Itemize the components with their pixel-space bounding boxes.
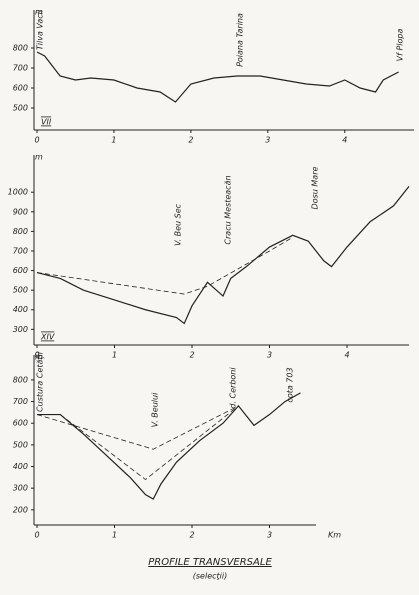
x-tick-label: 1 [112,531,117,540]
panel-label: VII [41,118,52,127]
annotation: Custura Cetății [36,351,45,412]
panel-label: XIV [40,333,55,342]
profile-line [37,392,301,500]
y-tick-label: 500 [13,440,28,449]
x-tick-label: 0 [34,531,39,540]
y-tick-label: 400 [13,305,28,314]
y-tick-label: 1000 [8,188,28,197]
x-tick-label: 1 [112,351,117,360]
y-tick-label: 500 [13,286,28,295]
y-tick-label: 800 [13,375,28,384]
y-tick-label: 700 [13,64,28,73]
annotation: V. Beului [151,392,160,427]
y-tick-label: 400 [13,462,28,471]
x-tick-label: 0 [34,351,39,360]
y-tick-label: 700 [13,246,28,255]
y-tick-label: 700 [13,397,28,406]
x-tick-label: 3 [267,351,272,360]
x-axis-label: Km [328,531,341,540]
page-subtitle: (selecţii) [193,572,227,581]
y-tick-label: 600 [13,266,28,275]
y-tick-label: 800 [13,44,28,53]
annotation: V. Beu Sec [174,203,183,246]
y-tick-label: 300 [13,325,28,334]
x-tick-label: 1 [111,136,116,145]
x-tick-label: 4 [342,136,347,145]
x-tick-label: 2 [189,531,194,540]
annotation: Poiana Tarina [236,13,245,67]
y-tick-label: 600 [13,419,28,428]
unit-label: m [35,153,43,162]
profile-line [60,405,239,481]
profile-line [36,405,239,450]
y-tick-label: 500 [13,104,28,113]
annotation: d. Cerboni [229,367,238,409]
profile-line [36,236,293,295]
annotation: Cracu Mesteacăn [224,175,233,244]
y-tick-label: 600 [13,84,28,93]
annotation: Tilva Vacii [36,9,45,50]
x-tick-label: 3 [265,136,270,145]
annotation: Dosu Mare [311,167,320,210]
unit-label: m [35,353,43,362]
y-tick-label: 800 [13,227,28,236]
annotation: Vf Plopa [396,29,405,62]
y-tick-label: 200 [13,505,28,514]
profile-line [36,51,399,103]
x-tick-label: 2 [188,136,193,145]
page-title: PROFILE TRANSVERSALE [148,557,272,568]
x-tick-label: 3 [267,531,272,540]
y-tick-label: 300 [13,484,28,493]
profile-line [36,185,410,325]
annotation: cota 703 [286,367,295,402]
x-tick-label: 2 [189,351,194,360]
unit-label: m [35,8,43,17]
x-tick-label: 4 [344,351,349,360]
x-tick-label: 0 [34,136,39,145]
y-tick-label: 900 [13,207,28,216]
